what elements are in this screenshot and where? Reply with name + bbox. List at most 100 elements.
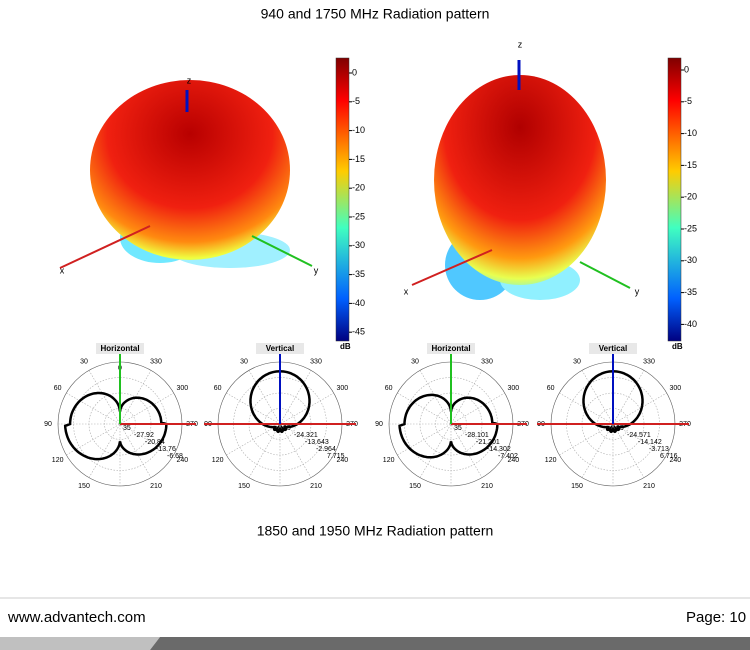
- angle-label: 90: [44, 421, 52, 428]
- x-axis: [59, 225, 151, 269]
- angle-label: 150: [78, 483, 90, 490]
- angle-label: 330: [481, 358, 493, 365]
- angle-label: 210: [481, 483, 493, 490]
- colorbar-unit: dB: [672, 342, 683, 351]
- angle-label: 90: [375, 421, 383, 428]
- ring-label: -21.201: [476, 439, 500, 446]
- angle-label: 30: [411, 358, 419, 365]
- pattern-curve: [582, 370, 644, 434]
- polar-spoke: [419, 370, 483, 478]
- pattern-curve: [249, 370, 311, 434]
- polar-spoke: [559, 392, 667, 456]
- polar-spoke: [581, 370, 645, 478]
- footer-page: Page: 10: [686, 609, 746, 626]
- y-axis: [579, 261, 631, 289]
- angle-label: 240: [508, 457, 520, 464]
- angle-label: 210: [310, 483, 322, 490]
- colorbar-label: -30: [684, 255, 697, 265]
- polar-spoke: [66, 392, 174, 456]
- plot-title: Vertical: [599, 344, 627, 353]
- colorbar-label: -40: [684, 319, 697, 329]
- ring-label: 35: [454, 425, 462, 432]
- colorbar-label: -5: [352, 96, 360, 106]
- angle-label: 150: [238, 483, 250, 490]
- polar-spoke: [397, 392, 505, 456]
- footer-bar: [0, 637, 160, 650]
- colorbar-label: 0: [684, 64, 689, 74]
- colorbar-label: -35: [352, 269, 365, 279]
- polar-spoke: [66, 392, 174, 456]
- angle-label: 240: [337, 457, 349, 464]
- colorbar: [667, 57, 682, 342]
- axis-label: z: [518, 39, 523, 49]
- plot-title-bg: [427, 343, 475, 354]
- ring-label: -20.84: [145, 439, 165, 446]
- angle-label: 60: [385, 385, 393, 392]
- colorbar-label: -15: [352, 154, 365, 164]
- ring-label: -2.964: [316, 446, 336, 453]
- plot-title-bg: [589, 343, 637, 354]
- colorbar-label: -35: [684, 287, 697, 297]
- ring-label: -7.402: [498, 453, 518, 460]
- angle-label: 300: [337, 385, 349, 392]
- ring-label: 35: [123, 425, 131, 432]
- ring-label: -14.142: [638, 439, 662, 446]
- angle-label: 120: [52, 457, 64, 464]
- ring-label: -24.321: [294, 432, 318, 439]
- radiation-solid: [434, 75, 606, 285]
- angle-label: 330: [310, 358, 322, 365]
- polar-spoke: [226, 392, 334, 456]
- polar-spoke: [397, 392, 505, 456]
- pattern-curve: [398, 393, 499, 459]
- colorbar-label: -40: [352, 298, 365, 308]
- axis-label: y: [314, 265, 319, 275]
- polar-spoke: [226, 392, 334, 456]
- plot-title: Vertical: [266, 344, 294, 353]
- ring-label: 7.715: [327, 453, 345, 460]
- colorbar-label: -5: [684, 96, 692, 106]
- colorbar-unit: dB: [340, 342, 351, 351]
- ring-label: -3.713: [649, 446, 669, 453]
- angle-label: 150: [571, 483, 583, 490]
- footer-website: www.advantech.com: [7, 609, 146, 626]
- colorbar-label: -10: [352, 125, 365, 135]
- axis-label: x: [60, 265, 65, 275]
- radiation-solid: [90, 80, 290, 260]
- plot-title: Horizontal: [100, 344, 139, 353]
- angle-label: 300: [177, 385, 189, 392]
- page-title: 940 and 1750 MHz Radiation pattern: [261, 6, 490, 22]
- ring-label: -6.68: [167, 453, 183, 460]
- colorbar-label: 0: [352, 67, 357, 77]
- caption: 1850 and 1950 MHz Radiation pattern: [257, 523, 494, 539]
- angle-label: 30: [573, 358, 581, 365]
- angle-label: 60: [547, 385, 555, 392]
- angle-label: 30: [240, 358, 248, 365]
- pattern-curve: [63, 391, 168, 461]
- ring-label: -24.571: [627, 432, 651, 439]
- angle-label: 60: [214, 385, 222, 392]
- angle-label: 210: [643, 483, 655, 490]
- ring-label: -28.101: [465, 432, 489, 439]
- ring-label: -14.302: [487, 446, 511, 453]
- polar-spoke: [559, 392, 667, 456]
- footer-bar: [150, 637, 750, 650]
- ring-label: 35: [616, 425, 624, 432]
- angle-label: 330: [643, 358, 655, 365]
- colorbar: [335, 57, 350, 342]
- axis-label: x: [404, 286, 409, 296]
- polar-spoke: [581, 370, 645, 478]
- polar-spoke: [248, 370, 312, 478]
- ring-label: -13.643: [305, 439, 329, 446]
- angle-label: 300: [508, 385, 520, 392]
- plot-title: Horizontal: [431, 344, 470, 353]
- colorbar-label: -30: [352, 240, 365, 250]
- angle-label: 120: [545, 457, 557, 464]
- colorbar-label: -15: [684, 160, 697, 170]
- angle-label: 240: [670, 457, 682, 464]
- angle-label: 30: [80, 358, 88, 365]
- x-axis: [411, 249, 493, 286]
- ring-label: -27.92: [134, 432, 154, 439]
- polar-spoke: [248, 370, 312, 478]
